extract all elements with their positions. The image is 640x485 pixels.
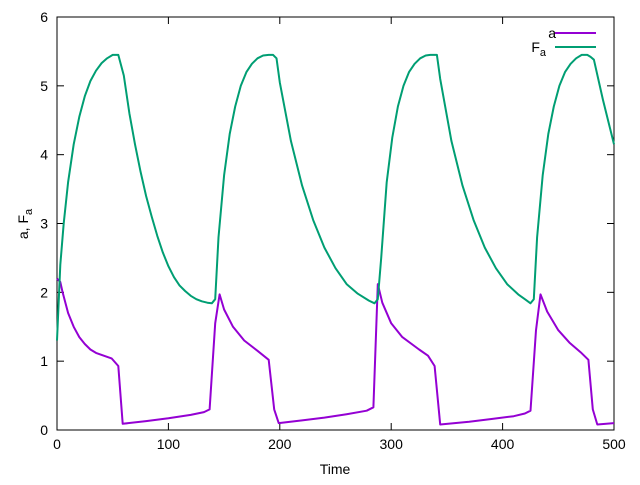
legend-label: a	[548, 25, 556, 41]
x-tick-label: 0	[53, 436, 61, 452]
x-tick-label: 200	[268, 436, 292, 452]
y-tick-label: 0	[40, 422, 48, 438]
axis-ticks: 0 100 200 300 400 500 0 1 2 3 4 5 6	[40, 9, 626, 452]
y-axis-label-sub: a	[23, 208, 35, 215]
series-group	[56, 53, 615, 426]
y-tick-label: 1	[40, 353, 48, 369]
y-tick-label: 4	[40, 147, 48, 163]
y-axis-label: a, Fa	[15, 208, 35, 239]
series-line-a	[56, 277, 615, 426]
x-tick-label: 400	[491, 436, 515, 452]
x-tick-label: 500	[602, 436, 626, 452]
x-tick-label: 300	[380, 436, 404, 452]
y-tick-label: 2	[40, 284, 48, 300]
y-tick-label: 3	[40, 216, 48, 232]
legend: aFa	[531, 25, 596, 59]
x-axis-label: Time	[320, 461, 351, 477]
y-tick-label: 5	[40, 78, 48, 94]
legend-label: Fa	[531, 39, 547, 59]
y-axis-label-main: a, F	[15, 215, 31, 239]
plot-frame	[56, 16, 615, 431]
series-line-fa	[56, 53, 615, 341]
x-tick-label: 100	[157, 436, 181, 452]
y-tick-label: 6	[40, 9, 48, 25]
